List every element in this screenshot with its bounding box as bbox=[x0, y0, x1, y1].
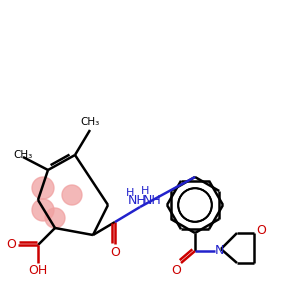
Text: H: H bbox=[141, 186, 149, 196]
Text: NH: NH bbox=[128, 194, 146, 206]
Text: H: H bbox=[126, 188, 134, 198]
Text: O: O bbox=[256, 224, 266, 238]
Text: O: O bbox=[6, 238, 16, 251]
Circle shape bbox=[45, 208, 65, 228]
Text: N: N bbox=[214, 244, 224, 257]
Text: CH₃: CH₃ bbox=[80, 117, 100, 127]
Text: OH: OH bbox=[28, 263, 48, 277]
Text: NH: NH bbox=[142, 194, 161, 206]
Circle shape bbox=[32, 177, 54, 199]
Circle shape bbox=[32, 199, 54, 221]
Text: O: O bbox=[110, 245, 120, 259]
Text: O: O bbox=[171, 263, 181, 277]
Text: CH₃: CH₃ bbox=[13, 150, 32, 160]
Circle shape bbox=[62, 185, 82, 205]
